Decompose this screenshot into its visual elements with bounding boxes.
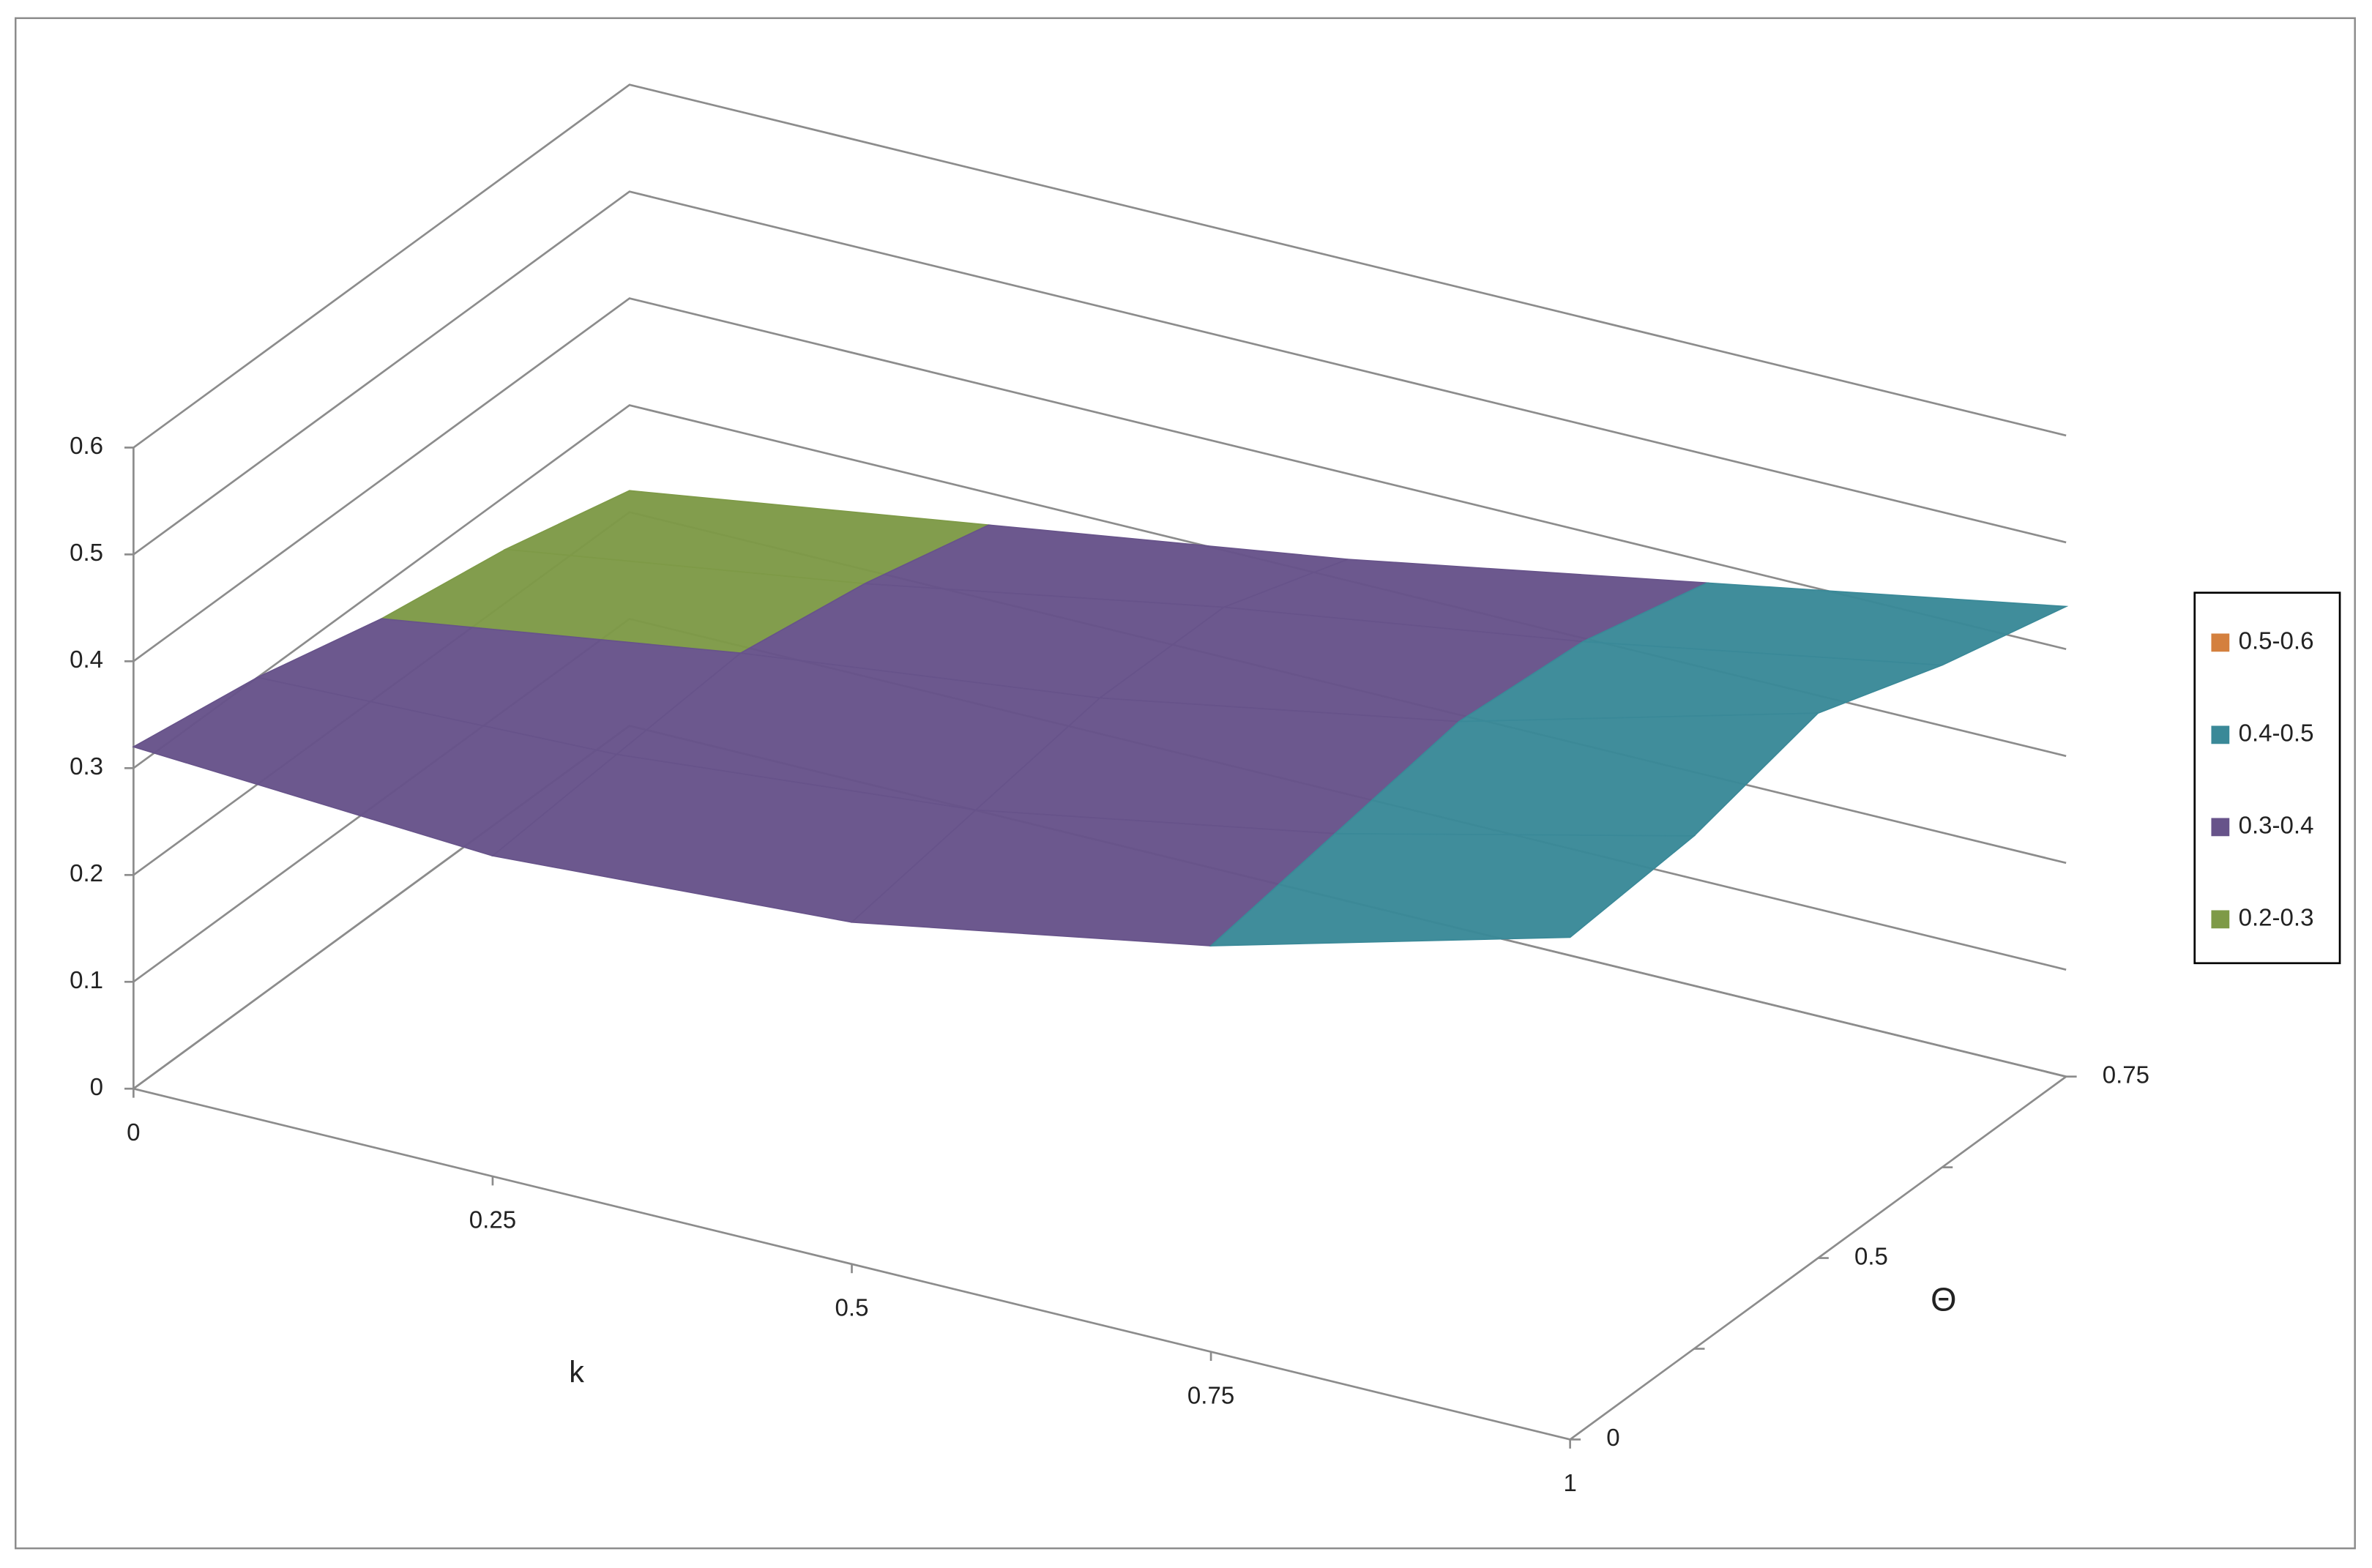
legend-swatch [2211,818,2230,837]
x-tick-label: 1 [1563,1470,1576,1497]
z-tick-label: 0 [90,1074,103,1101]
legend-label: 0.2-0.3 [2239,905,2314,932]
legend-swatch [2211,633,2230,652]
depth-axis-title: Θ [1931,1280,1956,1318]
legend-label: 0.5-0.6 [2239,628,2314,655]
legend-label: 0.3-0.4 [2239,813,2314,840]
z-tick-label: 0.5 [70,540,103,567]
legend-swatch [2211,725,2230,744]
surface-cell [1209,832,1696,947]
x-axis-title: k [569,1356,584,1389]
grid-line [133,297,2067,662]
legend-swatch [2211,910,2230,929]
legend-label: 0.4-0.5 [2239,720,2314,747]
x-tick-label: 0 [127,1119,140,1146]
x-tick-label: 0.25 [469,1207,516,1234]
z-tick-label: 0.1 [70,967,103,994]
z-tick-label: 0.3 [70,753,103,780]
depth-tick-label: 0 [1606,1425,1619,1452]
x-tick-label: 0.5 [835,1295,869,1322]
z-tick-label: 0.4 [70,646,103,673]
z-tick-label: 0.2 [70,860,103,887]
x-tick-label: 0.75 [1187,1382,1234,1409]
grid-line [133,83,2067,449]
grid-line [133,190,2067,556]
depth-tick-label: 0.5 [1854,1243,1888,1270]
z-tick-label: 0.6 [70,433,103,460]
depth-tick-label: 0.75 [2103,1061,2149,1089]
legend-box [2193,591,2341,965]
